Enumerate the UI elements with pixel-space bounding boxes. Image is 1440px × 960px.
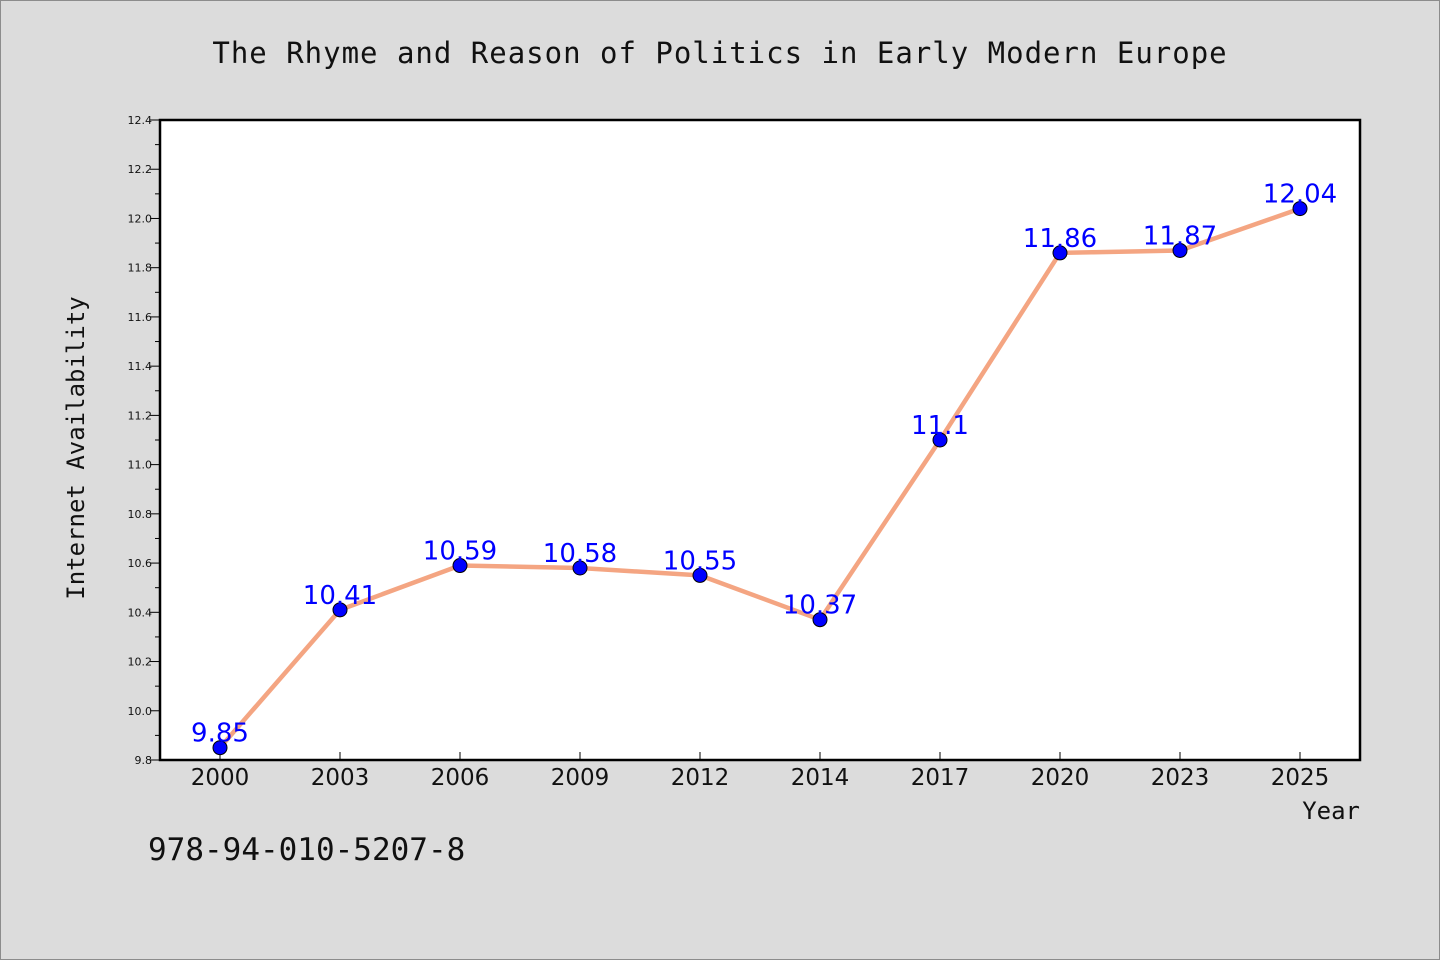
y-tick-label: 11.2 [128,409,153,422]
y-tick-label: 10.2 [128,656,153,669]
data-point [1172,242,1188,258]
chart-title: The Rhyme and Reason of Politics in Earl… [212,36,1227,70]
data-label: 9.85 [191,719,249,749]
y-tick-label: 12.4 [128,114,153,127]
y-tick-label: 10.8 [128,508,153,521]
x-tick-label: 2006 [431,765,490,791]
y-tick-label: 11.0 [128,459,153,472]
data-point [692,567,708,583]
data-point [572,560,588,576]
x-tick-label: 2012 [671,765,730,791]
x-tick-label: 2000 [191,765,250,791]
data-point [452,558,468,574]
data-point [812,612,828,628]
y-tick-label: 12.2 [128,163,153,176]
y-tick-label: 11.6 [128,311,153,324]
series-line [218,206,1301,750]
data-label: 12.04 [1263,180,1337,210]
x-tick-label: 2009 [551,765,610,791]
x-tick-label: 2023 [1151,765,1210,791]
x-tick-label: 2014 [791,765,850,791]
x-axis-label: Year [1302,797,1360,825]
x-axis-ticks: 2000 2003 2006 2009 2012 2014 2017 2020 2023 2025 [191,752,1330,791]
y-tick-label: 12.0 [128,212,153,225]
y-tick-label: 10.4 [128,606,153,619]
data-point [1052,245,1068,261]
plot-border [158,118,1362,762]
x-tick-label: 2017 [911,765,970,791]
series-group [212,201,1308,756]
y-tick-label: 10.6 [128,557,153,570]
plot-area [160,120,1360,760]
data-labels-group: 9.85 10.41 10.59 10.58 10.55 10.37 11.1 11.86 11… [191,180,1337,749]
y-tick-label: 11.8 [128,262,153,275]
y-axis-label: Internet Availability [62,296,90,599]
data-label: 10.55 [663,546,737,576]
y-axis-ticks: 9.8 10.0 10.2 10.4 10.6 10.8 11.0 11.2 11.4 11.6 1… [128,114,160,767]
data-label: 10.59 [423,537,497,567]
x-tick-label: 2025 [1271,765,1330,791]
data-label: 10.37 [783,591,857,621]
data-label: 10.41 [303,581,377,611]
y-tick-label: 11.4 [128,360,153,373]
x-tick-label: 2020 [1031,765,1090,791]
data-point [212,740,228,756]
isbn-text: 978-94-010-5207-8 [148,832,466,868]
data-point [332,602,348,618]
y-tick-label: 9.8 [135,754,153,767]
y-tick-label: 10.0 [128,705,153,718]
data-label: 11.87 [1143,221,1217,251]
data-point [932,432,948,448]
data-label: 10.58 [543,539,617,569]
x-tick-label: 2003 [311,765,370,791]
data-label: 11.86 [1023,224,1097,254]
data-point [1292,201,1308,217]
data-label: 11.1 [911,411,969,441]
